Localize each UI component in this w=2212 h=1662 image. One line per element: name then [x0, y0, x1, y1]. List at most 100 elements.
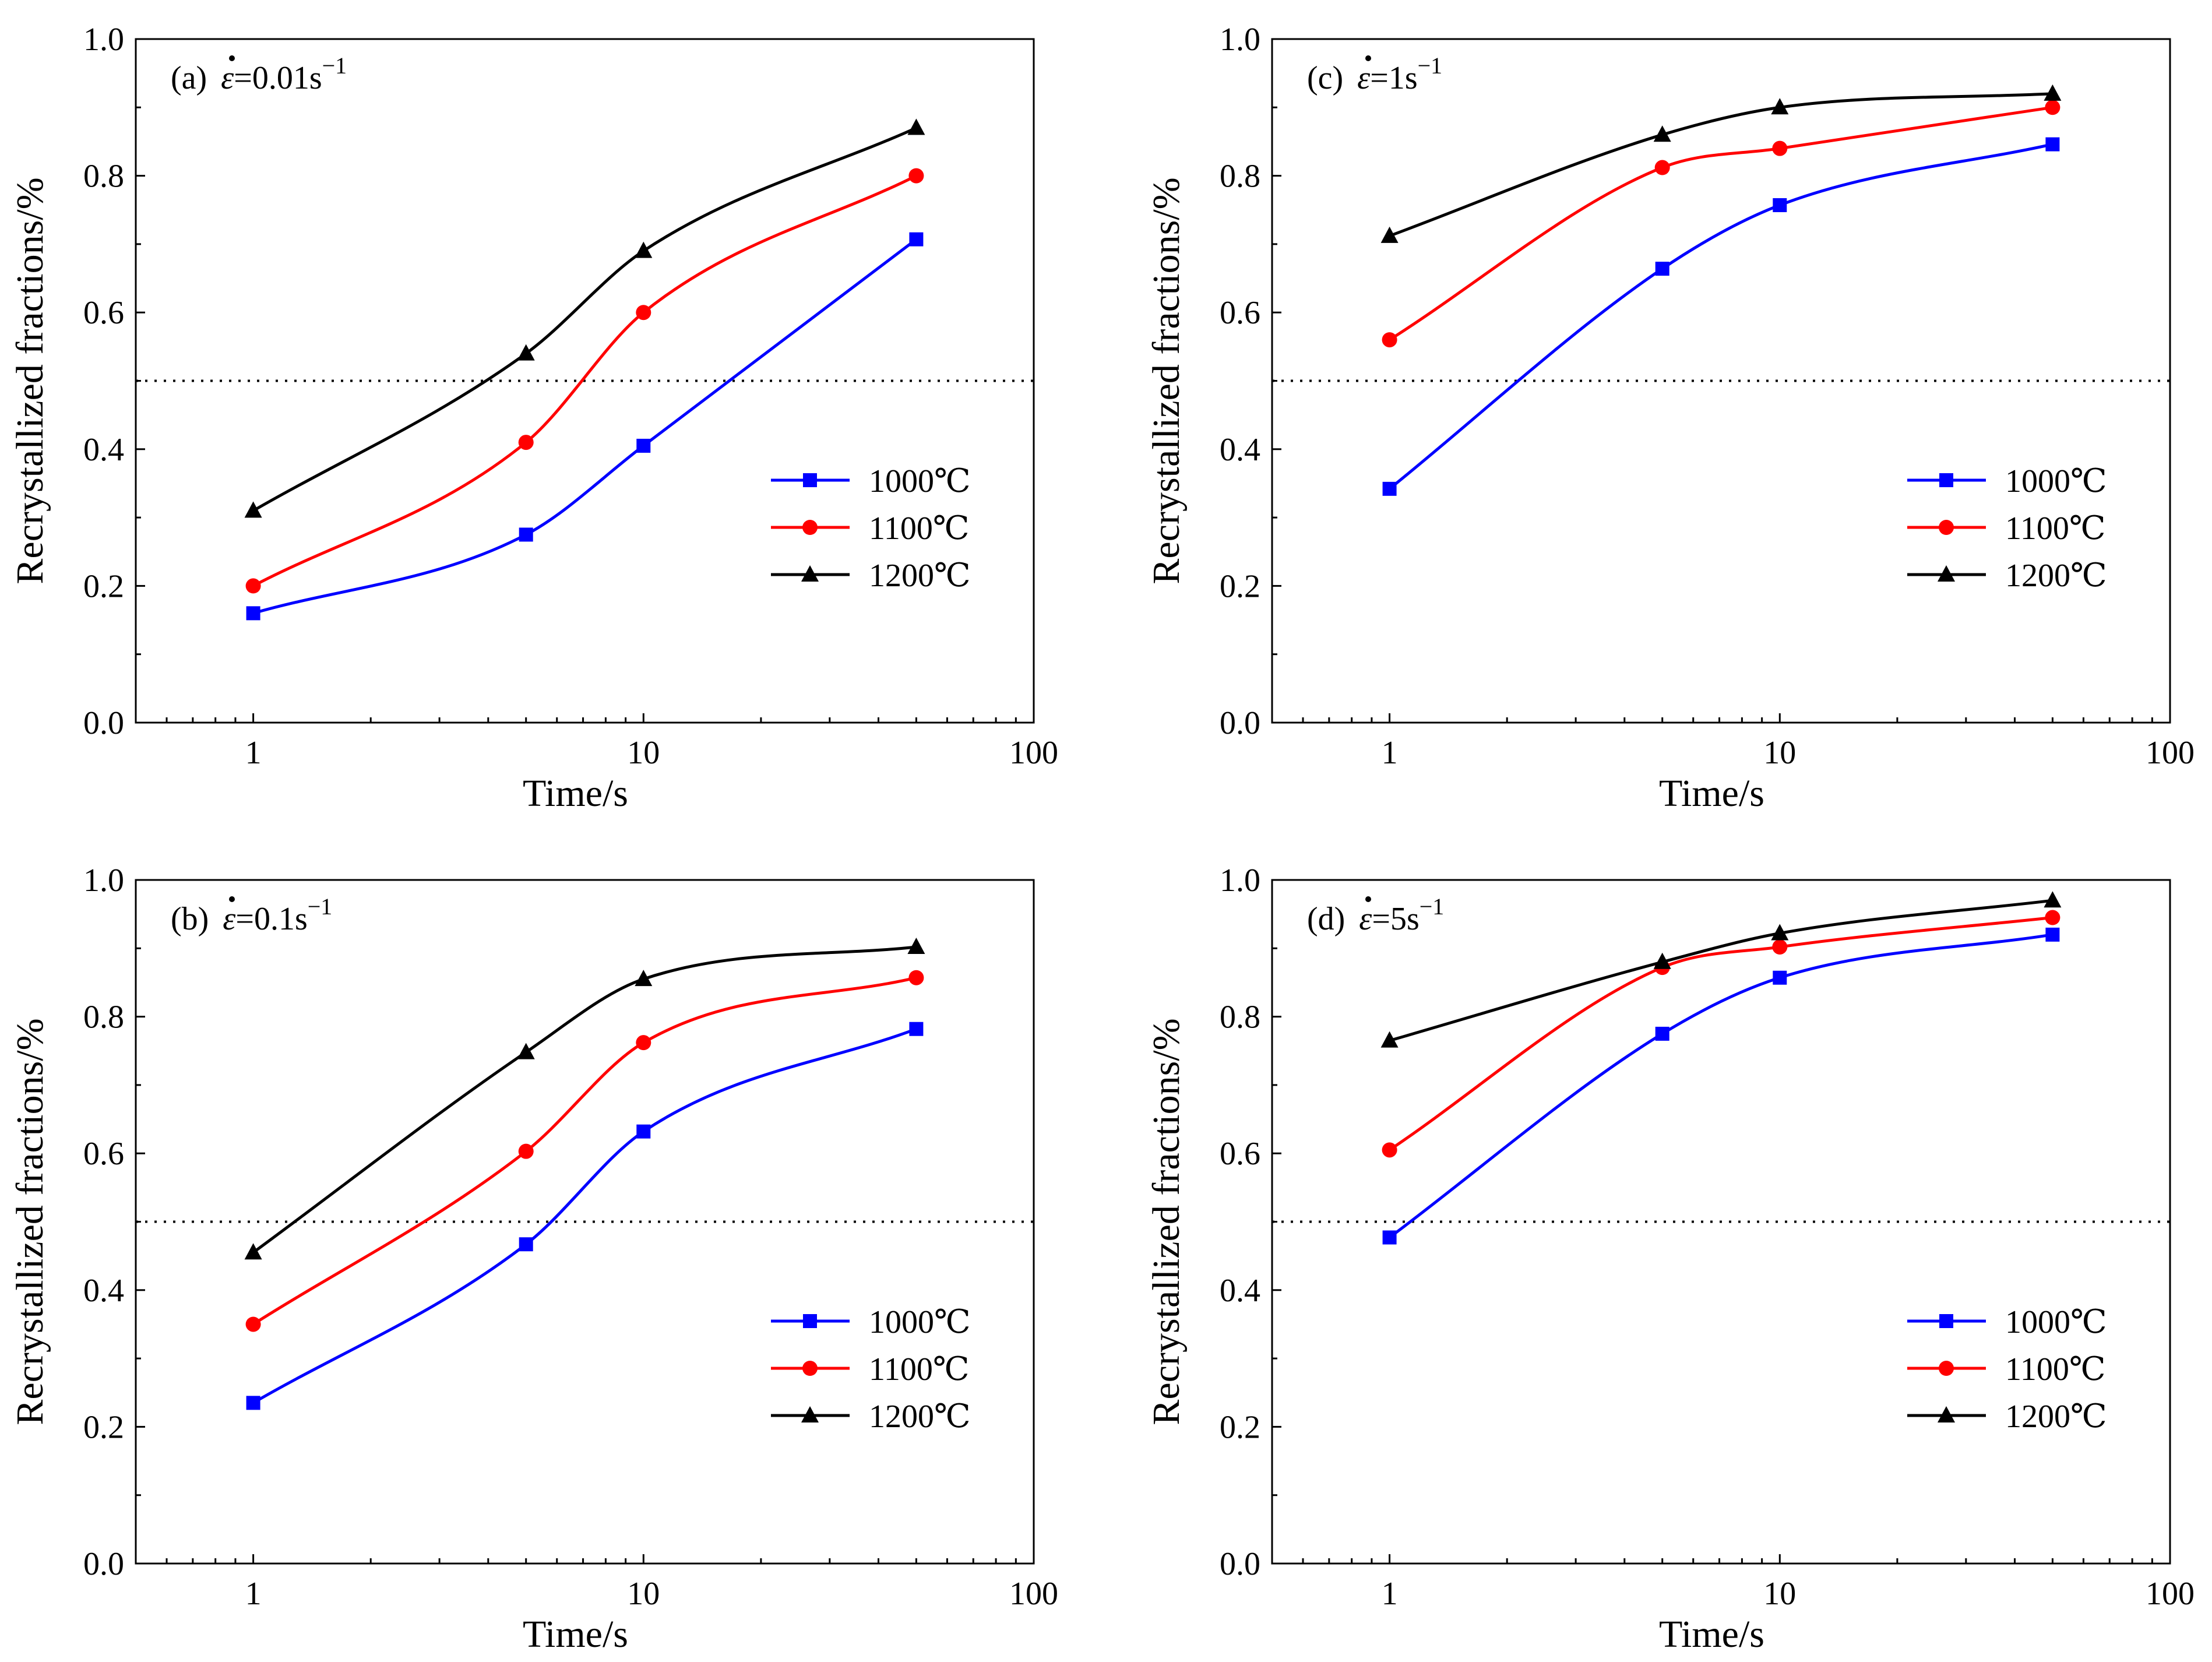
data-point-1200: [1771, 924, 1789, 941]
y-tick-label: 1.0: [1220, 22, 1260, 58]
legend-entry-1200: 1200℃: [771, 1399, 971, 1435]
legend-entry-1100: 1100℃: [771, 510, 970, 547]
legend-entry-1200: 1200℃: [1907, 558, 2107, 594]
legend-label: 1200℃: [2005, 1399, 2107, 1435]
x-tick-label: 10: [627, 1576, 660, 1612]
data-point-1100: [518, 435, 534, 450]
legend-marker: [1939, 520, 1954, 535]
data-point-1000: [2045, 137, 2060, 152]
y-axis-title: Recrystallized fractions/%: [1145, 1018, 1188, 1425]
y-tick-label: 0.6: [1220, 1136, 1260, 1172]
y-tick-label: 0.6: [83, 295, 124, 331]
y-tick-label: 0.8: [1220, 159, 1260, 195]
strain-rate-dot: [229, 55, 235, 61]
y-tick-label: 0.4: [83, 1273, 124, 1309]
y-tick-label: 0.2: [1220, 1409, 1260, 1445]
y-tick-label: 0.4: [1220, 432, 1260, 468]
data-point-1000: [519, 1237, 533, 1252]
strain-rate-value: =5s: [1372, 901, 1419, 937]
legend-label: 1000℃: [2005, 463, 2107, 499]
y-tick-label: 0.6: [1220, 295, 1260, 331]
data-point-1200: [635, 970, 653, 987]
legend-marker: [802, 520, 818, 535]
legend-label: 1100℃: [2005, 510, 2106, 547]
legend-marker: [803, 1314, 817, 1328]
series-1200: [244, 118, 925, 518]
data-point-1000: [2045, 927, 2060, 942]
y-tick-label: 0.8: [1220, 999, 1260, 1036]
strain-rate-dot: [1365, 896, 1371, 902]
strain-rate-dot: [229, 896, 235, 902]
panel-c: 0.0 0.2 0.4 0.6 0.8 1.0 1 10 100 Time/s Recrystall…: [1145, 22, 2195, 815]
legend-entry-1000: 1000℃: [1907, 1304, 2107, 1340]
data-point-1200: [1380, 226, 1399, 243]
panel-label: (a) ε=0.01s−1: [171, 52, 347, 96]
legend-label: 1200℃: [2005, 558, 2107, 594]
legend-marker: [803, 473, 817, 487]
x-tick-label: 1: [245, 735, 262, 771]
data-point-1100: [908, 970, 924, 985]
data-point-1000: [636, 438, 651, 453]
data-point-1200: [244, 1243, 262, 1260]
series-line-1100: [252, 976, 917, 1326]
series-1100: [245, 970, 924, 1332]
panel-id: (d): [1307, 901, 1353, 937]
x-tick-label: 1: [245, 1576, 262, 1612]
x-tick-label: 100: [2146, 735, 2195, 771]
data-point-1200: [1653, 952, 1671, 969]
series-line-1000: [1389, 143, 2053, 490]
x-tick-label: 100: [2146, 1576, 2195, 1612]
y-tick-label: 0.8: [83, 999, 124, 1036]
legend-entry-1000: 1000℃: [1907, 463, 2107, 499]
data-point-1200: [907, 118, 925, 135]
strain-rate-symbol: ε: [221, 60, 234, 96]
series-line-1000: [1389, 933, 2053, 1239]
data-point-1100: [1654, 160, 1670, 175]
legend-entry-1100: 1100℃: [1907, 510, 2106, 547]
data-point-1000: [246, 606, 260, 621]
y-tick-label: 1.0: [83, 22, 124, 58]
series-line-1100: [252, 174, 917, 587]
data-point-1000: [1382, 1230, 1397, 1245]
data-point-1100: [245, 578, 261, 594]
series-line-1100: [1389, 105, 2053, 341]
y-tick-label: 0.0: [83, 1546, 124, 1582]
series-line-1200: [1389, 92, 2053, 238]
x-axis-title: Time/s: [523, 1613, 628, 1656]
data-point-1000: [1382, 481, 1397, 496]
x-tick-label: 10: [1763, 735, 1796, 771]
y-tick-label: 0.0: [1220, 1546, 1260, 1582]
y-tick-label: 0.0: [83, 705, 124, 741]
legend-label: 1100℃: [869, 1351, 970, 1388]
strain-rate-exponent: −1: [308, 893, 333, 920]
legend-label: 1200℃: [869, 1399, 971, 1435]
panel-a: 0.0 0.2 0.4 0.6 0.8 1.0 1 10 100 Time/s Recrystall…: [9, 22, 1058, 815]
data-point-1200: [907, 937, 925, 954]
legend-entry-1100: 1100℃: [1907, 1351, 2106, 1388]
panel-label: (d) ε=5s−1: [1307, 893, 1444, 937]
data-point-1200: [244, 501, 262, 518]
legend-marker: [802, 1361, 818, 1376]
panel-id: (c): [1307, 60, 1351, 96]
data-point-1000: [1655, 262, 1669, 276]
legend-marker: [1938, 565, 1955, 582]
series-1000: [1382, 137, 2060, 496]
legend-entry-1100: 1100℃: [771, 1351, 970, 1388]
series-1000: [246, 232, 924, 621]
series-1200: [244, 937, 925, 1260]
y-tick-label: 0.8: [83, 159, 124, 195]
x-tick-label: 1: [1382, 735, 1398, 771]
legend-entry-1200: 1200℃: [771, 558, 971, 594]
data-point-1100: [636, 1035, 651, 1051]
data-point-1000: [1773, 970, 1787, 985]
panel-label: (b) ε=0.1s−1: [171, 893, 332, 937]
legend-marker: [1939, 1361, 1954, 1376]
strain-rate-value: =0.01s: [234, 60, 322, 96]
y-axis-title: Recrystallized fractions/%: [9, 177, 51, 584]
legend-label: 1000℃: [869, 1304, 971, 1340]
y-tick-label: 1.0: [83, 862, 124, 899]
data-point-1000: [519, 527, 533, 542]
legend-marker: [1939, 473, 1953, 487]
x-tick-label: 10: [627, 735, 660, 771]
y-tick-label: 0.0: [1220, 705, 1260, 741]
